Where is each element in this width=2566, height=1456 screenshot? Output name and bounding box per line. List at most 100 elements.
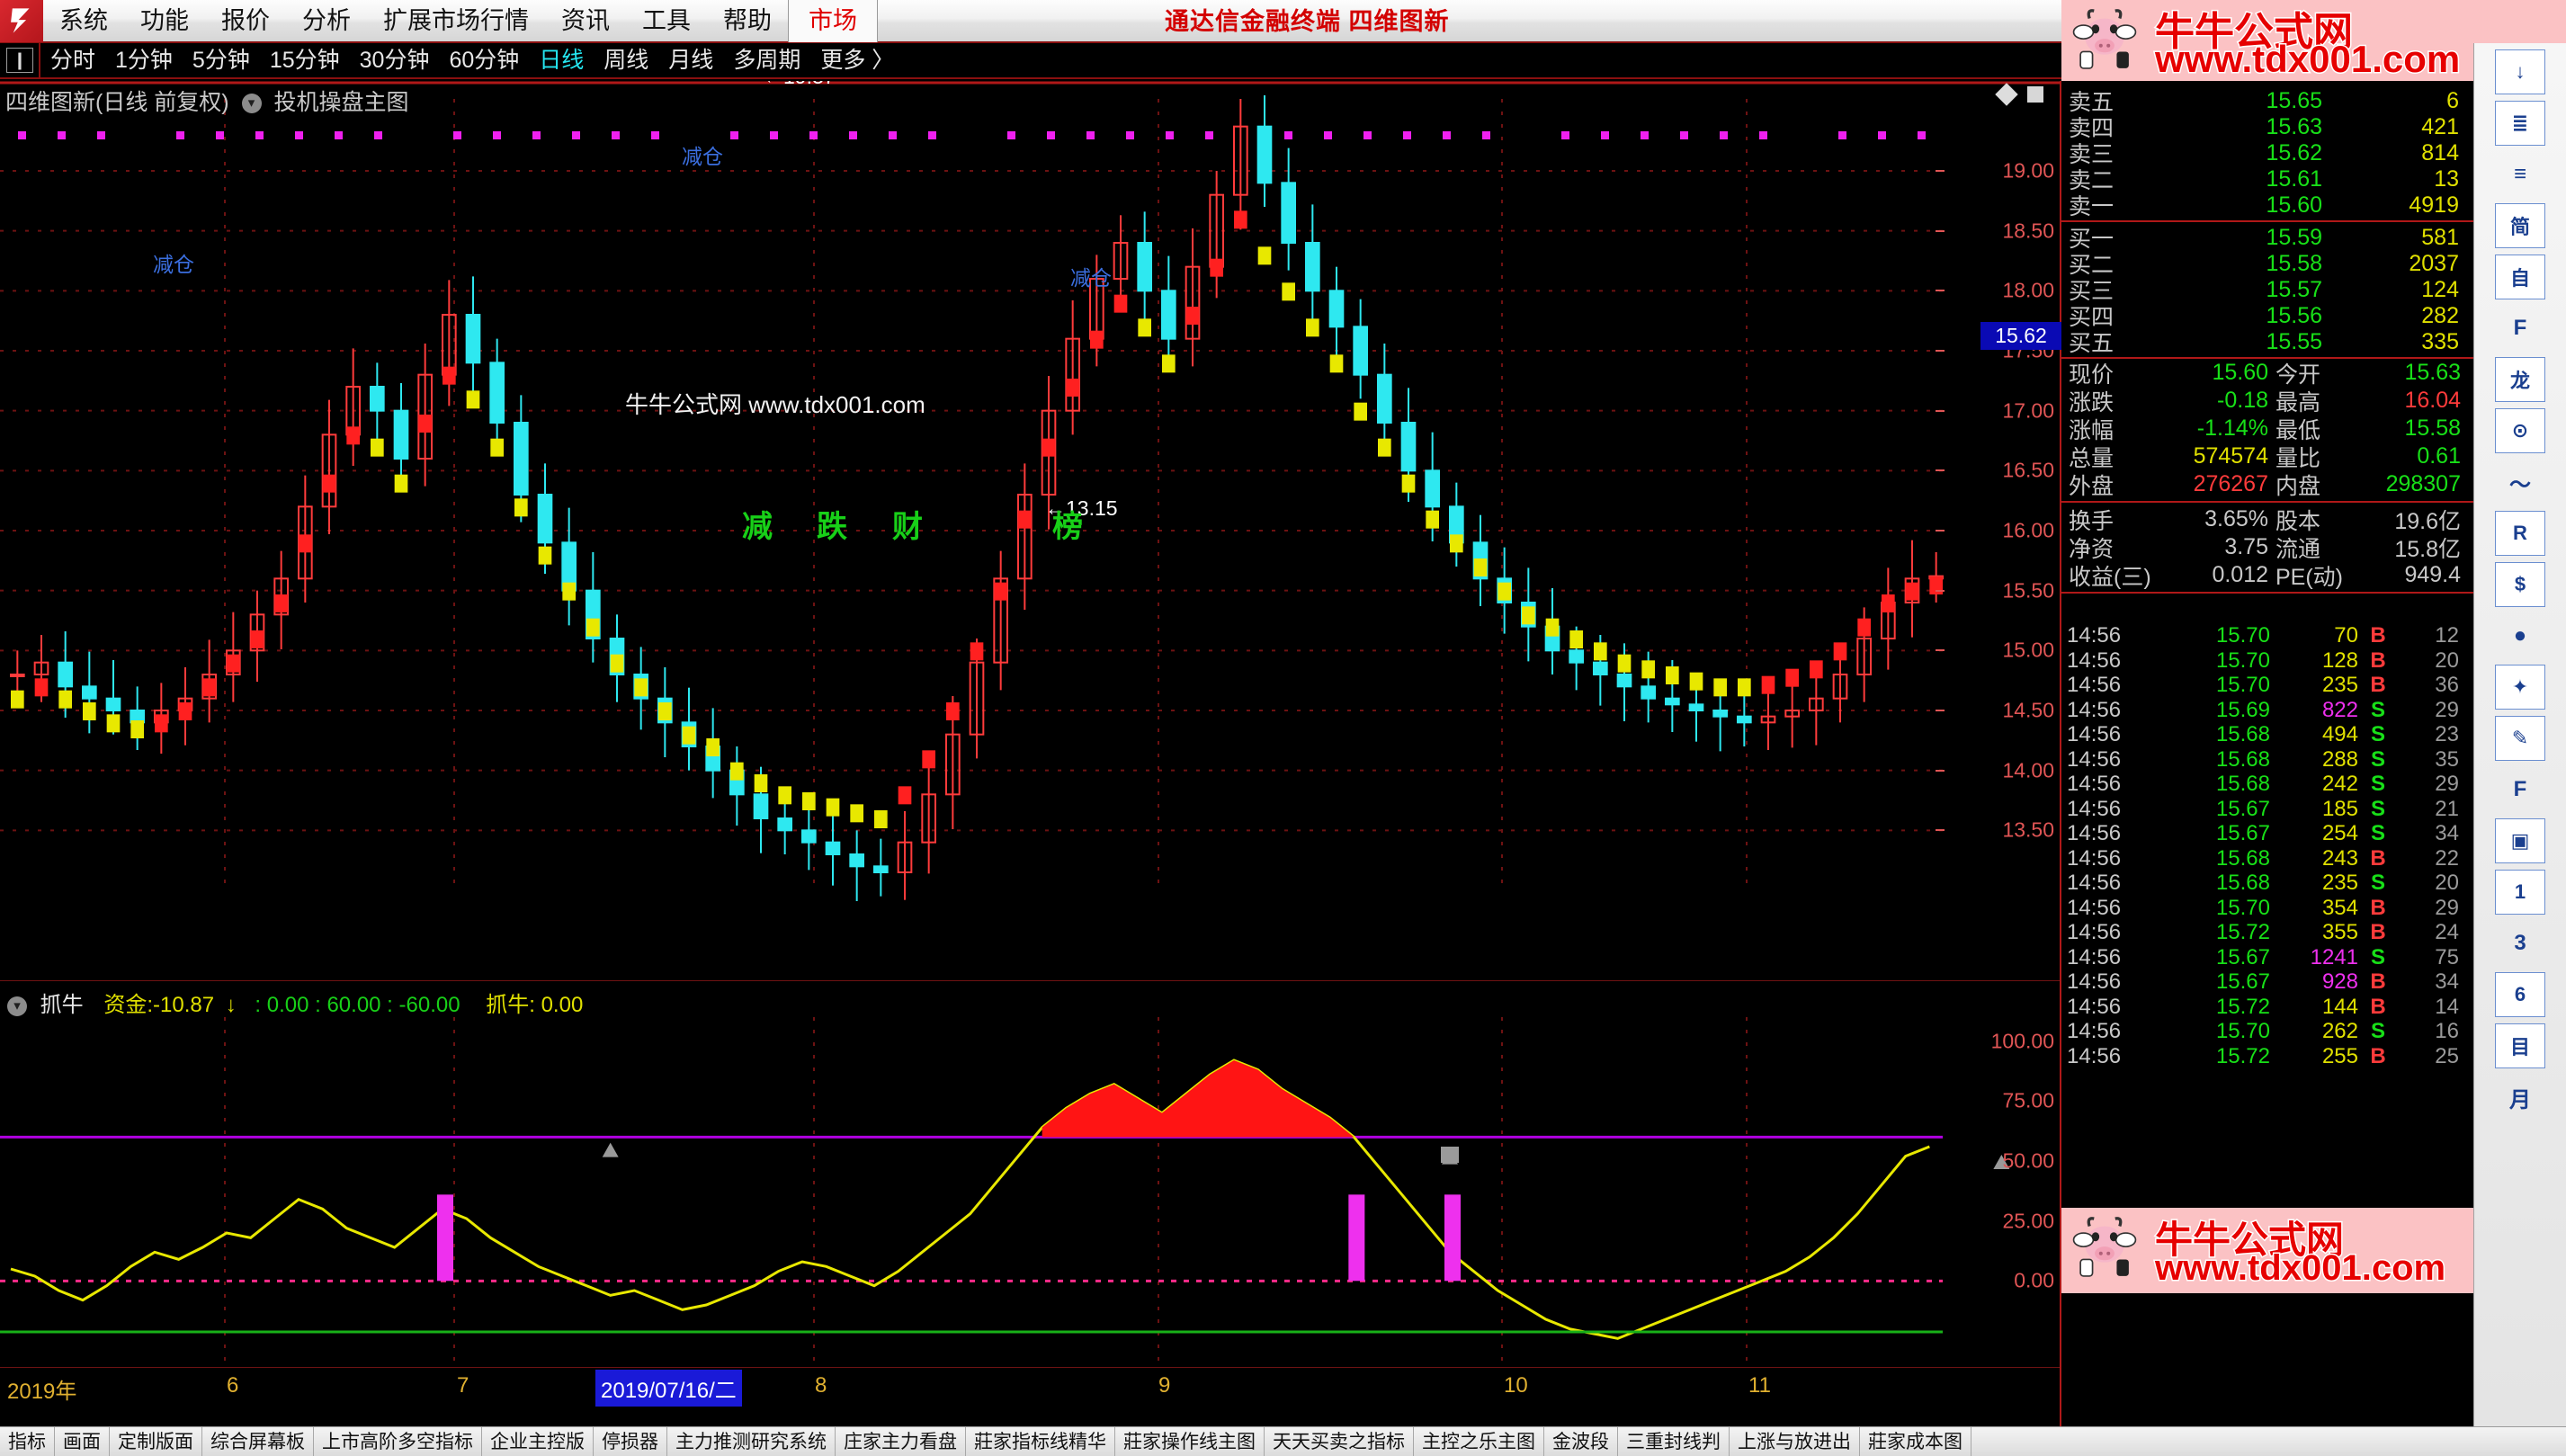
status-tab-0[interactable]: 指标 — [0, 1427, 55, 1456]
status-tab-1[interactable]: 画面 — [55, 1427, 110, 1456]
sub-tick-100: 100.00 — [1990, 1029, 2054, 1053]
rail-button-0[interactable]: ↓ — [2495, 49, 2545, 94]
menu-item-news[interactable]: 资讯 — [561, 7, 610, 34]
tick-row[interactable]: 14:56 15.68 288 S 35 — [2061, 747, 2475, 772]
status-tab-5[interactable]: 企业主控版 — [482, 1427, 594, 1456]
ask-row[interactable]: 卖四 15.63 421 — [2061, 114, 2475, 142]
indicator-dot-icon[interactable]: ▾ — [7, 996, 27, 1016]
rail-button-2[interactable]: ≡ — [2513, 162, 2526, 186]
main-chart-pane[interactable]: 四维图新(日线 前复权) ▾ 投机操盘主图 牛牛公式网 www.tdx001.c… — [0, 81, 2060, 980]
period-daily[interactable]: 日线 — [539, 48, 585, 73]
bid-row[interactable]: 买四 15.56 282 — [2061, 303, 2475, 331]
app-logo-icon[interactable] — [0, 0, 43, 42]
period-multi[interactable]: 多周期 — [733, 48, 801, 73]
rail-button-17[interactable]: 3 — [2514, 931, 2526, 955]
bid-row[interactable]: 买二 15.58 2037 — [2061, 251, 2475, 279]
rail-button-13[interactable]: ✎ — [2495, 716, 2545, 761]
tick-row[interactable]: 14:56 15.70 354 B 29 — [2061, 896, 2475, 920]
rail-button-8[interactable]: 〜 — [2509, 472, 2531, 497]
rail-button-5[interactable]: F — [2513, 316, 2527, 340]
tick-row[interactable]: 14:56 15.68 235 S 20 — [2061, 871, 2475, 895]
tick-side: B — [2370, 1043, 2386, 1068]
menu-item-tools[interactable]: 工具 — [642, 7, 691, 34]
rail-button-20[interactable]: 月 — [2509, 1087, 2531, 1112]
tick-row[interactable]: 14:56 15.67 1241 S 75 — [2061, 945, 2475, 969]
menu-item-help[interactable]: 帮助 — [723, 7, 772, 34]
status-tab-4[interactable]: 上市高阶多空指标 — [314, 1427, 482, 1456]
status-tab-12[interactable]: 主控之乐主图 — [1414, 1427, 1544, 1456]
period-15min[interactable]: 15分钟 — [269, 48, 340, 73]
status-tab-10[interactable]: 莊家操作线主图 — [1115, 1427, 1265, 1456]
ask-row[interactable]: 卖二 15.61 13 — [2061, 166, 2475, 194]
rail-button-10[interactable]: $ — [2495, 562, 2545, 607]
status-tab-6[interactable]: 停损器 — [594, 1427, 667, 1456]
rail-button-15[interactable]: ▣ — [2495, 818, 2545, 863]
status-tab-16[interactable]: 莊家成本图 — [1860, 1427, 1971, 1456]
tick-row[interactable]: 14:56 15.70 235 B 36 — [2061, 673, 2475, 697]
bid-row[interactable]: 买一 15.59 581 — [2061, 225, 2475, 253]
chevron-down-icon[interactable]: ▾ — [241, 94, 262, 114]
period-fenshi[interactable]: 分时 — [50, 48, 96, 73]
chart-indicator-name[interactable]: 投机操盘主图 — [273, 90, 409, 115]
period-monthly[interactable]: 月线 — [668, 48, 714, 73]
tick-row[interactable]: 14:56 15.72 355 B 24 — [2061, 920, 2475, 944]
bottom-status-bar[interactable]: 指标 画面 定制版面 综合屏幕板 上市高阶多空指标 企业主控版 停损器 主力推测研究系统 庄家主… — [0, 1426, 2566, 1456]
menu-item-quotes[interactable]: 报价 — [221, 7, 270, 34]
status-tab-14[interactable]: 三重封线判 — [1618, 1427, 1730, 1456]
status-tab-2[interactable]: 定制版面 — [110, 1427, 202, 1456]
rail-button-19[interactable]: 目 — [2495, 1023, 2545, 1068]
sub-indicator-name[interactable]: 抓牛 — [40, 993, 84, 1017]
overlay-char-2: 跌 — [817, 510, 847, 544]
status-tab-15[interactable]: 上涨与放进出 — [1730, 1427, 1860, 1456]
menu-item-analysis[interactable]: 分析 — [302, 7, 351, 34]
rail-button-14[interactable]: F — [2513, 777, 2527, 801]
tick-row[interactable]: 14:56 15.68 494 S 23 — [2061, 722, 2475, 746]
menu-item-extended-market[interactable]: 扩展市场行情 — [383, 7, 529, 34]
tick-row[interactable]: 14:56 15.72 144 B 14 — [2061, 995, 2475, 1019]
menu-item-function[interactable]: 功能 — [140, 7, 189, 34]
ask-row[interactable]: 卖三 15.62 814 — [2061, 140, 2475, 168]
status-tab-8[interactable]: 庄家主力看盘 — [836, 1427, 966, 1456]
rail-button-4[interactable]: 自 — [2495, 255, 2545, 299]
status-tab-9[interactable]: 莊家指标线精华 — [966, 1427, 1115, 1456]
menu-item-system[interactable]: 系统 — [59, 7, 108, 34]
status-tab-3[interactable]: 综合屏幕板 — [202, 1427, 314, 1456]
price-tick-13.5: 13.50 — [2002, 817, 2054, 842]
period-weekly[interactable]: 周线 — [604, 48, 649, 73]
rail-button-18[interactable]: 6 — [2495, 972, 2545, 1017]
menu-tab-market[interactable]: 市场 — [788, 0, 878, 42]
rail-button-11[interactable]: ● — [2513, 623, 2527, 648]
period-1min[interactable]: 1分钟 — [115, 48, 173, 73]
ask-row[interactable]: 卖五 15.65 6 — [2061, 88, 2475, 116]
rail-button-7[interactable]: ⊙ — [2495, 408, 2545, 453]
rail-button-1[interactable]: ≣ — [2495, 101, 2545, 146]
status-tab-13[interactable]: 金波段 — [1544, 1427, 1618, 1456]
tick-row[interactable]: 14:56 15.68 242 S 29 — [2061, 772, 2475, 796]
tick-row[interactable]: 14:56 15.68 243 B 22 — [2061, 846, 2475, 871]
status-tab-7[interactable]: 主力推测研究系统 — [667, 1427, 836, 1456]
tick-row[interactable]: 14:56 15.69 822 S 29 — [2061, 698, 2475, 722]
right-icon-rail[interactable]: ↓ ≣ ≡ 简自 F 龙 ⊙ 〜 R $ ● ✦ ✎ F ▣ 1 3 6 目月 — [2473, 43, 2566, 1426]
tick-row[interactable]: 14:56 15.72 255 B 25 — [2061, 1043, 2475, 1068]
period-more[interactable]: 更多 〉 — [820, 48, 895, 73]
kline-toggle-icon[interactable]: ❙ — [6, 48, 33, 73]
rail-button-9[interactable]: R — [2495, 511, 2545, 556]
tick-row[interactable]: 14:56 15.67 928 B 34 — [2061, 969, 2475, 994]
sub-indicator-pane[interactable]: ▾ 抓牛 资金:-10.87 ↓ : 0.00 : 60.00 : -60.00… — [0, 980, 2060, 1368]
bid-row[interactable]: 买五 15.55 335 — [2061, 329, 2475, 357]
tick-row[interactable]: 14:56 15.67 254 S 34 — [2061, 821, 2475, 845]
period-60min[interactable]: 60分钟 — [449, 48, 520, 73]
rail-button-12[interactable]: ✦ — [2495, 665, 2545, 710]
tick-row[interactable]: 14:56 15.70 128 B 20 — [2061, 648, 2475, 673]
tick-row[interactable]: 14:56 15.70 262 S 16 — [2061, 1019, 2475, 1043]
period-5min[interactable]: 5分钟 — [192, 48, 250, 73]
tick-row[interactable]: 14:56 15.70 70 B 12 — [2061, 623, 2475, 648]
rail-button-16[interactable]: 1 — [2495, 870, 2545, 915]
rail-button-6[interactable]: 龙 — [2495, 357, 2545, 402]
ask-row[interactable]: 卖一 15.60 4919 — [2061, 192, 2475, 220]
rail-button-3[interactable]: 简 — [2495, 203, 2545, 248]
period-30min[interactable]: 30分钟 — [359, 48, 430, 73]
tick-row[interactable]: 14:56 15.67 185 S 21 — [2061, 797, 2475, 821]
status-tab-11[interactable]: 天天买卖之指标 — [1265, 1427, 1414, 1456]
bid-row[interactable]: 买三 15.57 124 — [2061, 277, 2475, 305]
